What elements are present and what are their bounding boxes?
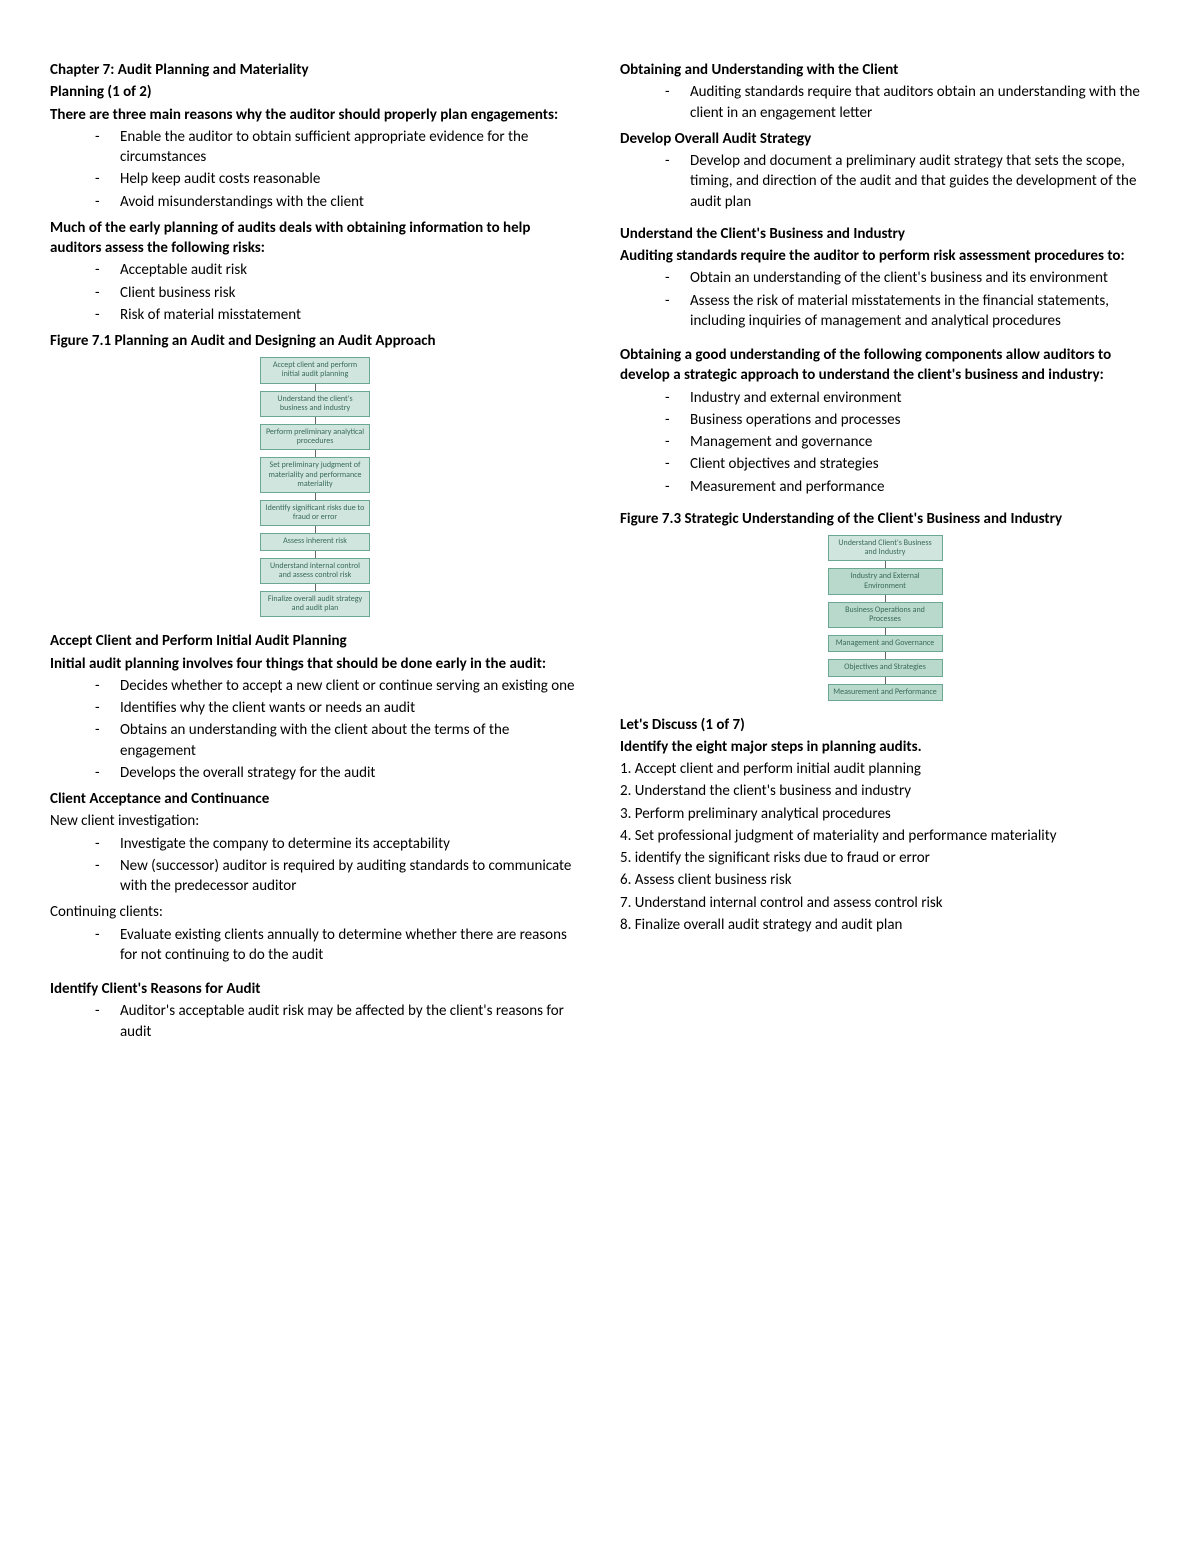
list-item: 7. Understand internal control and asses…	[620, 893, 1150, 913]
understand-section: Understand the Client's Business and Ind…	[620, 224, 1150, 331]
cac-new-list: Investigate the company to determine its…	[50, 834, 580, 897]
flowchart-connector	[315, 493, 316, 500]
list-item: Evaluate existing clients annually to de…	[95, 925, 580, 966]
list-item: 3. Perform preliminary analytical proced…	[620, 804, 1150, 824]
list-item: Industry and external environment	[665, 388, 1150, 408]
list-item: 1. Accept client and perform initial aud…	[620, 759, 1150, 779]
discuss-heading1: Let's Discuss (1 of 7)	[620, 715, 1150, 735]
flowchart-box: Perform preliminary analytical procedure…	[260, 424, 370, 450]
identify-heading: Identify Client's Reasons for Audit	[50, 979, 580, 999]
reasons-heading: There are three main reasons why the aud…	[50, 105, 580, 125]
discuss-heading2: Identify the eight major steps in planni…	[620, 737, 1150, 757]
list-item: 4. Set professional judgment of material…	[620, 826, 1150, 846]
list-item: Business operations and processes	[665, 410, 1150, 430]
accept-heading2: Initial audit planning involves four thi…	[50, 654, 580, 674]
diagram-connector	[885, 595, 886, 602]
flowchart-box: Accept client and perform initial audit …	[260, 357, 370, 383]
components-list: Industry and external environment Busine…	[620, 388, 1150, 497]
flowchart-connector	[315, 526, 316, 533]
cac-cont-label: Continuing clients:	[50, 902, 580, 922]
left-column: Chapter 7: Audit Planning and Materialit…	[50, 60, 580, 1048]
obtain-heading: Obtaining and Understanding with the Cli…	[620, 60, 1150, 80]
cac-heading: Client Acceptance and Continuance	[50, 789, 580, 809]
diagram-box: Understand Client's Business and Industr…	[828, 535, 943, 561]
list-item: 5. identify the significant risks due to…	[620, 848, 1150, 868]
list-item: Decides whether to accept a new client o…	[95, 676, 580, 696]
cac-section: Client Acceptance and Continuance New cl…	[50, 789, 580, 965]
diagram-box: Objectives and Strategies	[828, 659, 943, 676]
components-heading: Obtaining a good understanding of the fo…	[620, 345, 1150, 386]
flowchart-box: Identify significant risks due to fraud …	[260, 500, 370, 526]
list-item: Risk of material misstatement	[95, 305, 580, 325]
accept-list: Decides whether to accept a new client o…	[50, 676, 580, 783]
list-item: Enable the auditor to obtain sufficient …	[95, 127, 580, 168]
figure73-title: Figure 7.3 Strategic Understanding of th…	[620, 509, 1150, 529]
figure71-flowchart: Accept client and perform initial audit …	[50, 357, 580, 617]
flowchart-box: Assess inherent risk	[260, 533, 370, 550]
flowchart-box: Finalize overall audit strategy and audi…	[260, 591, 370, 617]
list-item: Help keep audit costs reasonable	[95, 169, 580, 189]
list-item: Management and governance	[665, 432, 1150, 452]
diagram-box: Business Operations and Processes	[828, 602, 943, 628]
flowchart-connector	[315, 551, 316, 558]
figure73-diagram: Understand Client's Business and Industr…	[620, 535, 1150, 701]
strategy-list: Develop and document a preliminary audit…	[620, 151, 1150, 212]
diagram-connector	[885, 652, 886, 659]
discuss-list: 1. Accept client and perform initial aud…	[620, 759, 1150, 935]
understand-heading1: Understand the Client's Business and Ind…	[620, 224, 1150, 244]
list-item: Auditing standards require that auditors…	[665, 82, 1150, 123]
cac-cont-list: Evaluate existing clients annually to de…	[50, 925, 580, 966]
list-item: Assess the risk of material misstatement…	[665, 291, 1150, 332]
diagram-box: Management and Governance	[828, 635, 943, 652]
chapter-title: Chapter 7: Audit Planning and Materialit…	[50, 60, 580, 80]
diagram-connector	[885, 677, 886, 684]
understand-heading2: Auditing standards require the auditor t…	[620, 246, 1150, 266]
list-item: Measurement and performance	[665, 477, 1150, 497]
right-column: Obtaining and Understanding with the Cli…	[620, 60, 1150, 1048]
diagram-box: Measurement and Performance	[828, 684, 943, 701]
risks-section: Much of the early planning of audits dea…	[50, 218, 580, 618]
figure73-section: Figure 7.3 Strategic Understanding of th…	[620, 509, 1150, 701]
diagram-connector	[885, 561, 886, 568]
cac-new-label: New client investigation:	[50, 811, 580, 831]
list-item: Client objectives and strategies	[665, 454, 1150, 474]
strategy-heading: Develop Overall Audit Strategy	[620, 129, 1150, 149]
planning-subtitle: Planning (1 of 2)	[50, 82, 580, 102]
list-item: 6. Assess client business risk	[620, 870, 1150, 890]
list-item: New (successor) auditor is required by a…	[95, 856, 580, 897]
flowchart-box: Understand the client's business and ind…	[260, 391, 370, 417]
list-item: Obtain an understanding of the client's …	[665, 268, 1150, 288]
list-item: Investigate the company to determine its…	[95, 834, 580, 854]
list-item: 8. Finalize overall audit strategy and a…	[620, 915, 1150, 935]
list-item: Avoid misunderstandings with the client	[95, 192, 580, 212]
risks-heading: Much of the early planning of audits dea…	[50, 218, 580, 259]
accept-heading1: Accept Client and Perform Initial Audit …	[50, 631, 580, 651]
obtain-list: Auditing standards require that auditors…	[620, 82, 1150, 123]
flowchart-connector	[315, 450, 316, 457]
list-item: Develop and document a preliminary audit…	[665, 151, 1150, 212]
list-item: Identifies why the client wants or needs…	[95, 698, 580, 718]
list-item: Obtains an understanding with the client…	[95, 720, 580, 761]
diagram-connector	[885, 628, 886, 635]
list-item: Client business risk	[95, 283, 580, 303]
document-page: Chapter 7: Audit Planning and Materialit…	[50, 60, 1150, 1048]
understand-list: Obtain an understanding of the client's …	[620, 268, 1150, 331]
list-item: Acceptable audit risk	[95, 260, 580, 280]
flowchart-connector	[315, 584, 316, 591]
identify-list: Auditor's acceptable audit risk may be a…	[50, 1001, 580, 1042]
flowchart-box: Understand internal control and assess c…	[260, 558, 370, 584]
list-item: Develops the overall strategy for the au…	[95, 763, 580, 783]
reasons-list: Enable the auditor to obtain sufficient …	[50, 127, 580, 212]
flowchart-connector	[315, 417, 316, 424]
figure71-title: Figure 7.1 Planning an Audit and Designi…	[50, 331, 580, 351]
list-item: Auditor's acceptable audit risk may be a…	[95, 1001, 580, 1042]
risks-list: Acceptable audit risk Client business ri…	[50, 260, 580, 325]
flowchart-connector	[315, 384, 316, 391]
flowchart-box: Set preliminary judgment of materiality …	[260, 457, 370, 493]
diagram-box: Industry and External Environment	[828, 568, 943, 594]
list-item: 2. Understand the client's business and …	[620, 781, 1150, 801]
